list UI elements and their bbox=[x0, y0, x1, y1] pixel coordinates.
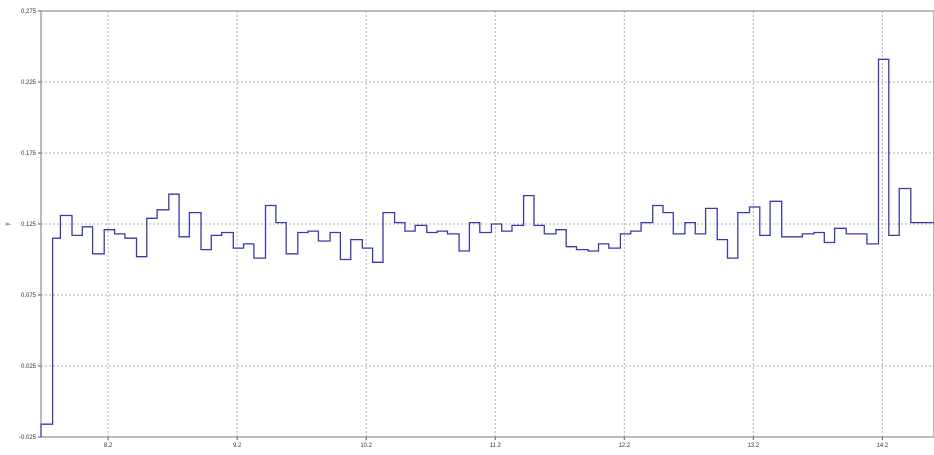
grid-layer bbox=[41, 11, 934, 437]
series-step-line bbox=[40, 58, 934, 437]
x-tick-label: 12.2 bbox=[618, 443, 630, 449]
series-layer bbox=[40, 58, 934, 437]
y-tick-label: 0.175 bbox=[21, 151, 37, 157]
y-tick-label: -0.025 bbox=[19, 435, 37, 441]
plot-frame bbox=[40, 10, 934, 438]
label-layer: 8.2 9.2 10.2 11.2 12.2 13.2 14.2 -0.025 0.025 0.0… bbox=[5, 9, 889, 449]
y-tick-label: 0.225 bbox=[21, 80, 37, 86]
y-tick-label: 0.025 bbox=[21, 364, 37, 370]
x-tick-label: 8.2 bbox=[104, 443, 113, 449]
y-axis-label: y bbox=[5, 223, 11, 226]
axis-layer bbox=[38, 10, 934, 440]
x-tick-label: 10.2 bbox=[360, 443, 372, 449]
y-tick-label: 0.275 bbox=[21, 9, 37, 15]
x-tick-label: 9.2 bbox=[233, 443, 242, 449]
x-tick-label: 11.2 bbox=[490, 443, 502, 449]
y-tick-label: 0.125 bbox=[21, 222, 37, 228]
y-tick-label: 0.075 bbox=[21, 293, 37, 299]
x-tick-label: 13.2 bbox=[747, 443, 759, 449]
x-tick-label: 14.2 bbox=[877, 443, 889, 449]
